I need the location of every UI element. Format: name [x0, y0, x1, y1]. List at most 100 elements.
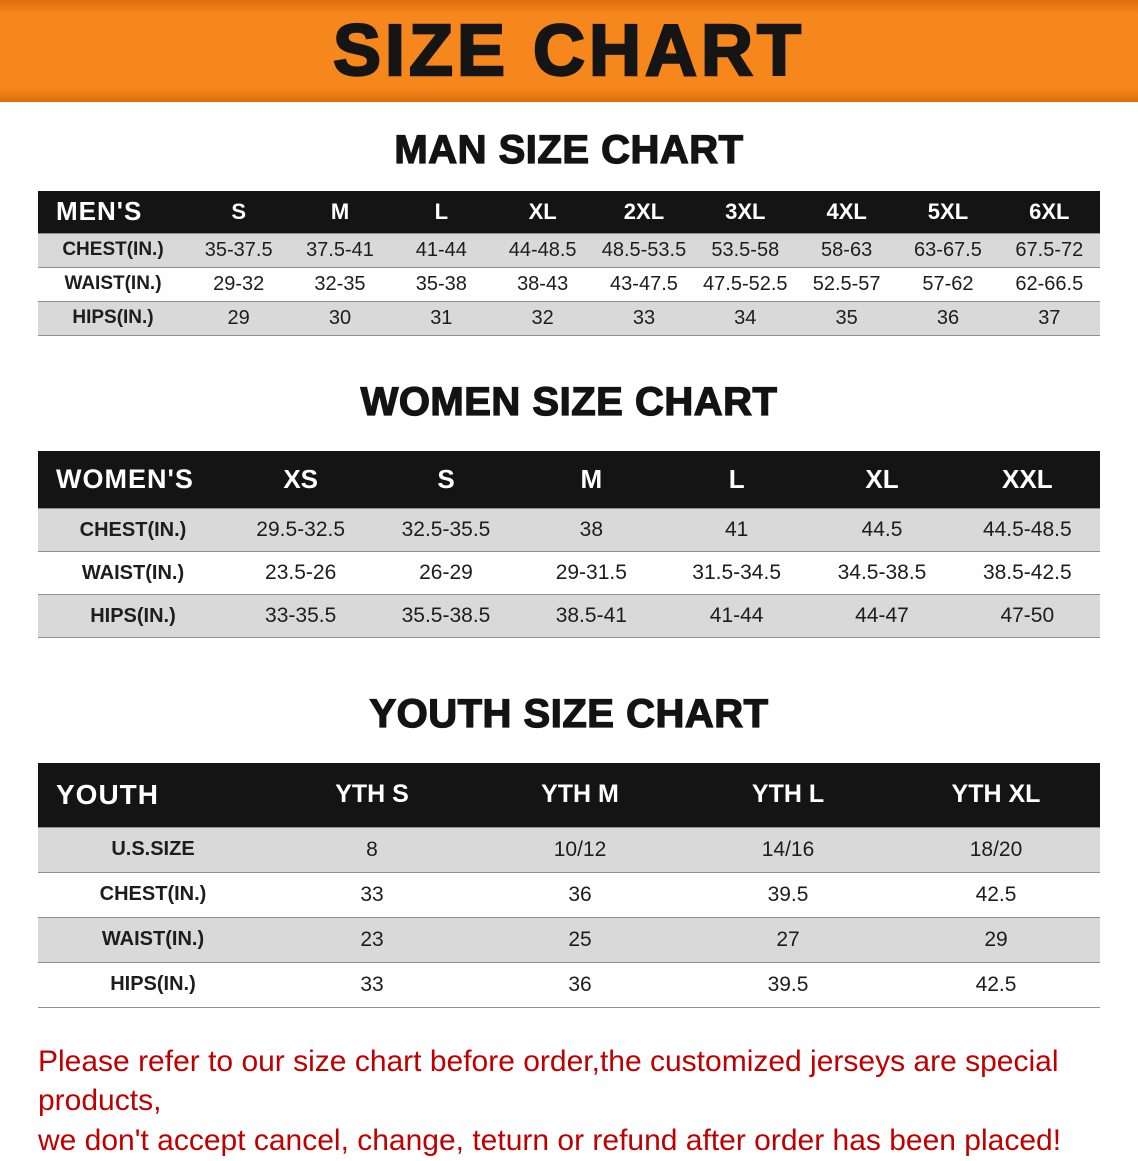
row-label: CHEST(IN.)	[38, 509, 228, 552]
table-cell: 32	[492, 301, 593, 335]
women-corner-label: WOMEN'S	[38, 451, 228, 509]
table-cell: 62-66.5	[999, 267, 1100, 301]
footer-note: Please refer to our size chart before or…	[38, 1042, 1100, 1161]
women-section-heading: WOMEN SIZE CHART	[0, 380, 1138, 425]
table-cell: 35.5-38.5	[373, 595, 518, 638]
women-waist-row: WAIST(IN.) 23.5-26 26-29 29-31.5 31.5-34…	[38, 552, 1100, 595]
table-cell: 44-47	[809, 595, 954, 638]
row-label: HIPS(IN.)	[38, 301, 188, 335]
column-header: XXL	[955, 451, 1100, 509]
column-header: YTH XL	[892, 763, 1100, 827]
table-cell: 35	[796, 301, 897, 335]
table-cell: 36	[476, 962, 684, 1007]
table-cell: 29	[892, 917, 1100, 962]
column-header: YTH S	[268, 763, 476, 827]
youth-corner-label: YOUTH	[38, 763, 268, 827]
table-cell: 63-67.5	[897, 233, 998, 267]
table-cell: 33-35.5	[228, 595, 373, 638]
table-cell: 33	[268, 962, 476, 1007]
table-cell: 37.5-41	[289, 233, 390, 267]
table-cell: 37	[999, 301, 1100, 335]
column-header: L	[664, 451, 809, 509]
table-cell: 30	[289, 301, 390, 335]
table-cell: 33	[268, 872, 476, 917]
column-header: YTH L	[684, 763, 892, 827]
table-cell: 38	[519, 509, 664, 552]
row-label: HIPS(IN.)	[38, 962, 268, 1007]
column-header: M	[289, 191, 390, 233]
column-header: S	[373, 451, 518, 509]
column-header: YTH M	[476, 763, 684, 827]
men-hips-row: HIPS(IN.) 29 30 31 32 33 34 35 36 37	[38, 301, 1100, 335]
table-cell: 44-48.5	[492, 233, 593, 267]
table-cell: 38.5-42.5	[955, 552, 1100, 595]
footer-note-line: we don't accept cancel, change, teturn o…	[38, 1121, 1100, 1161]
row-label: CHEST(IN.)	[38, 233, 188, 267]
table-cell: 38.5-41	[519, 595, 664, 638]
table-cell: 53.5-58	[695, 233, 796, 267]
footer-note-line: Please refer to our size chart before or…	[38, 1042, 1100, 1122]
table-cell: 57-62	[897, 267, 998, 301]
table-cell: 27	[684, 917, 892, 962]
men-corner-label: MEN'S	[38, 191, 188, 233]
women-hips-row: HIPS(IN.) 33-35.5 35.5-38.5 38.5-41 41-4…	[38, 595, 1100, 638]
men-chest-row: CHEST(IN.) 35-37.5 37.5-41 41-44 44-48.5…	[38, 233, 1100, 267]
table-cell: 41-44	[391, 233, 492, 267]
table-cell: 39.5	[684, 872, 892, 917]
women-size-table: WOMEN'S XS S M L XL XXL CHEST(IN.) 29.5-…	[38, 451, 1100, 639]
table-cell: 8	[268, 827, 476, 872]
table-cell: 29-31.5	[519, 552, 664, 595]
column-header: XL	[492, 191, 593, 233]
table-cell: 36	[476, 872, 684, 917]
youth-hips-row: HIPS(IN.) 33 36 39.5 42.5	[38, 962, 1100, 1007]
youth-section-heading: YOUTH SIZE CHART	[0, 692, 1138, 737]
row-label: WAIST(IN.)	[38, 267, 188, 301]
table-cell: 29-32	[188, 267, 289, 301]
row-label: HIPS(IN.)	[38, 595, 228, 638]
youth-ussize-row: U.S.SIZE 8 10/12 14/16 18/20	[38, 827, 1100, 872]
men-section-heading: MAN SIZE CHART	[0, 128, 1138, 173]
men-size-table: MEN'S S M L XL 2XL 3XL 4XL 5XL 6XL CHEST…	[38, 191, 1100, 336]
table-cell: 47-50	[955, 595, 1100, 638]
column-header: 3XL	[695, 191, 796, 233]
column-header: XL	[809, 451, 954, 509]
table-cell: 67.5-72	[999, 233, 1100, 267]
table-cell: 26-29	[373, 552, 518, 595]
women-header-row: WOMEN'S XS S M L XL XXL	[38, 451, 1100, 509]
table-cell: 29.5-32.5	[228, 509, 373, 552]
table-cell: 42.5	[892, 962, 1100, 1007]
table-cell: 35-38	[391, 267, 492, 301]
table-cell: 44.5	[809, 509, 954, 552]
youth-size-table: YOUTH YTH S YTH M YTH L YTH XL U.S.SIZE …	[38, 763, 1100, 1008]
table-cell: 29	[188, 301, 289, 335]
men-section: MAN SIZE CHART MEN'S S M L XL 2XL 3XL 4X…	[0, 128, 1138, 336]
table-cell: 48.5-53.5	[593, 233, 694, 267]
men-waist-row: WAIST(IN.) 29-32 32-35 35-38 38-43 43-47…	[38, 267, 1100, 301]
youth-waist-row: WAIST(IN.) 23 25 27 29	[38, 917, 1100, 962]
youth-chest-row: CHEST(IN.) 33 36 39.5 42.5	[38, 872, 1100, 917]
column-header: 4XL	[796, 191, 897, 233]
table-cell: 58-63	[796, 233, 897, 267]
column-header: XS	[228, 451, 373, 509]
table-cell: 14/16	[684, 827, 892, 872]
table-cell: 23	[268, 917, 476, 962]
table-cell: 31.5-34.5	[664, 552, 809, 595]
table-cell: 31	[391, 301, 492, 335]
table-cell: 32.5-35.5	[373, 509, 518, 552]
table-cell: 18/20	[892, 827, 1100, 872]
row-label: WAIST(IN.)	[38, 552, 228, 595]
table-cell: 39.5	[684, 962, 892, 1007]
column-header: S	[188, 191, 289, 233]
column-header: 6XL	[999, 191, 1100, 233]
table-cell: 41	[664, 509, 809, 552]
table-cell: 43-47.5	[593, 267, 694, 301]
banner: SIZE CHART	[0, 0, 1138, 102]
table-cell: 25	[476, 917, 684, 962]
page-title: SIZE CHART	[333, 10, 805, 92]
women-section: WOMEN SIZE CHART WOMEN'S XS S M L XL XXL…	[0, 380, 1138, 639]
table-cell: 34	[695, 301, 796, 335]
column-header: L	[391, 191, 492, 233]
table-cell: 10/12	[476, 827, 684, 872]
column-header: 5XL	[897, 191, 998, 233]
